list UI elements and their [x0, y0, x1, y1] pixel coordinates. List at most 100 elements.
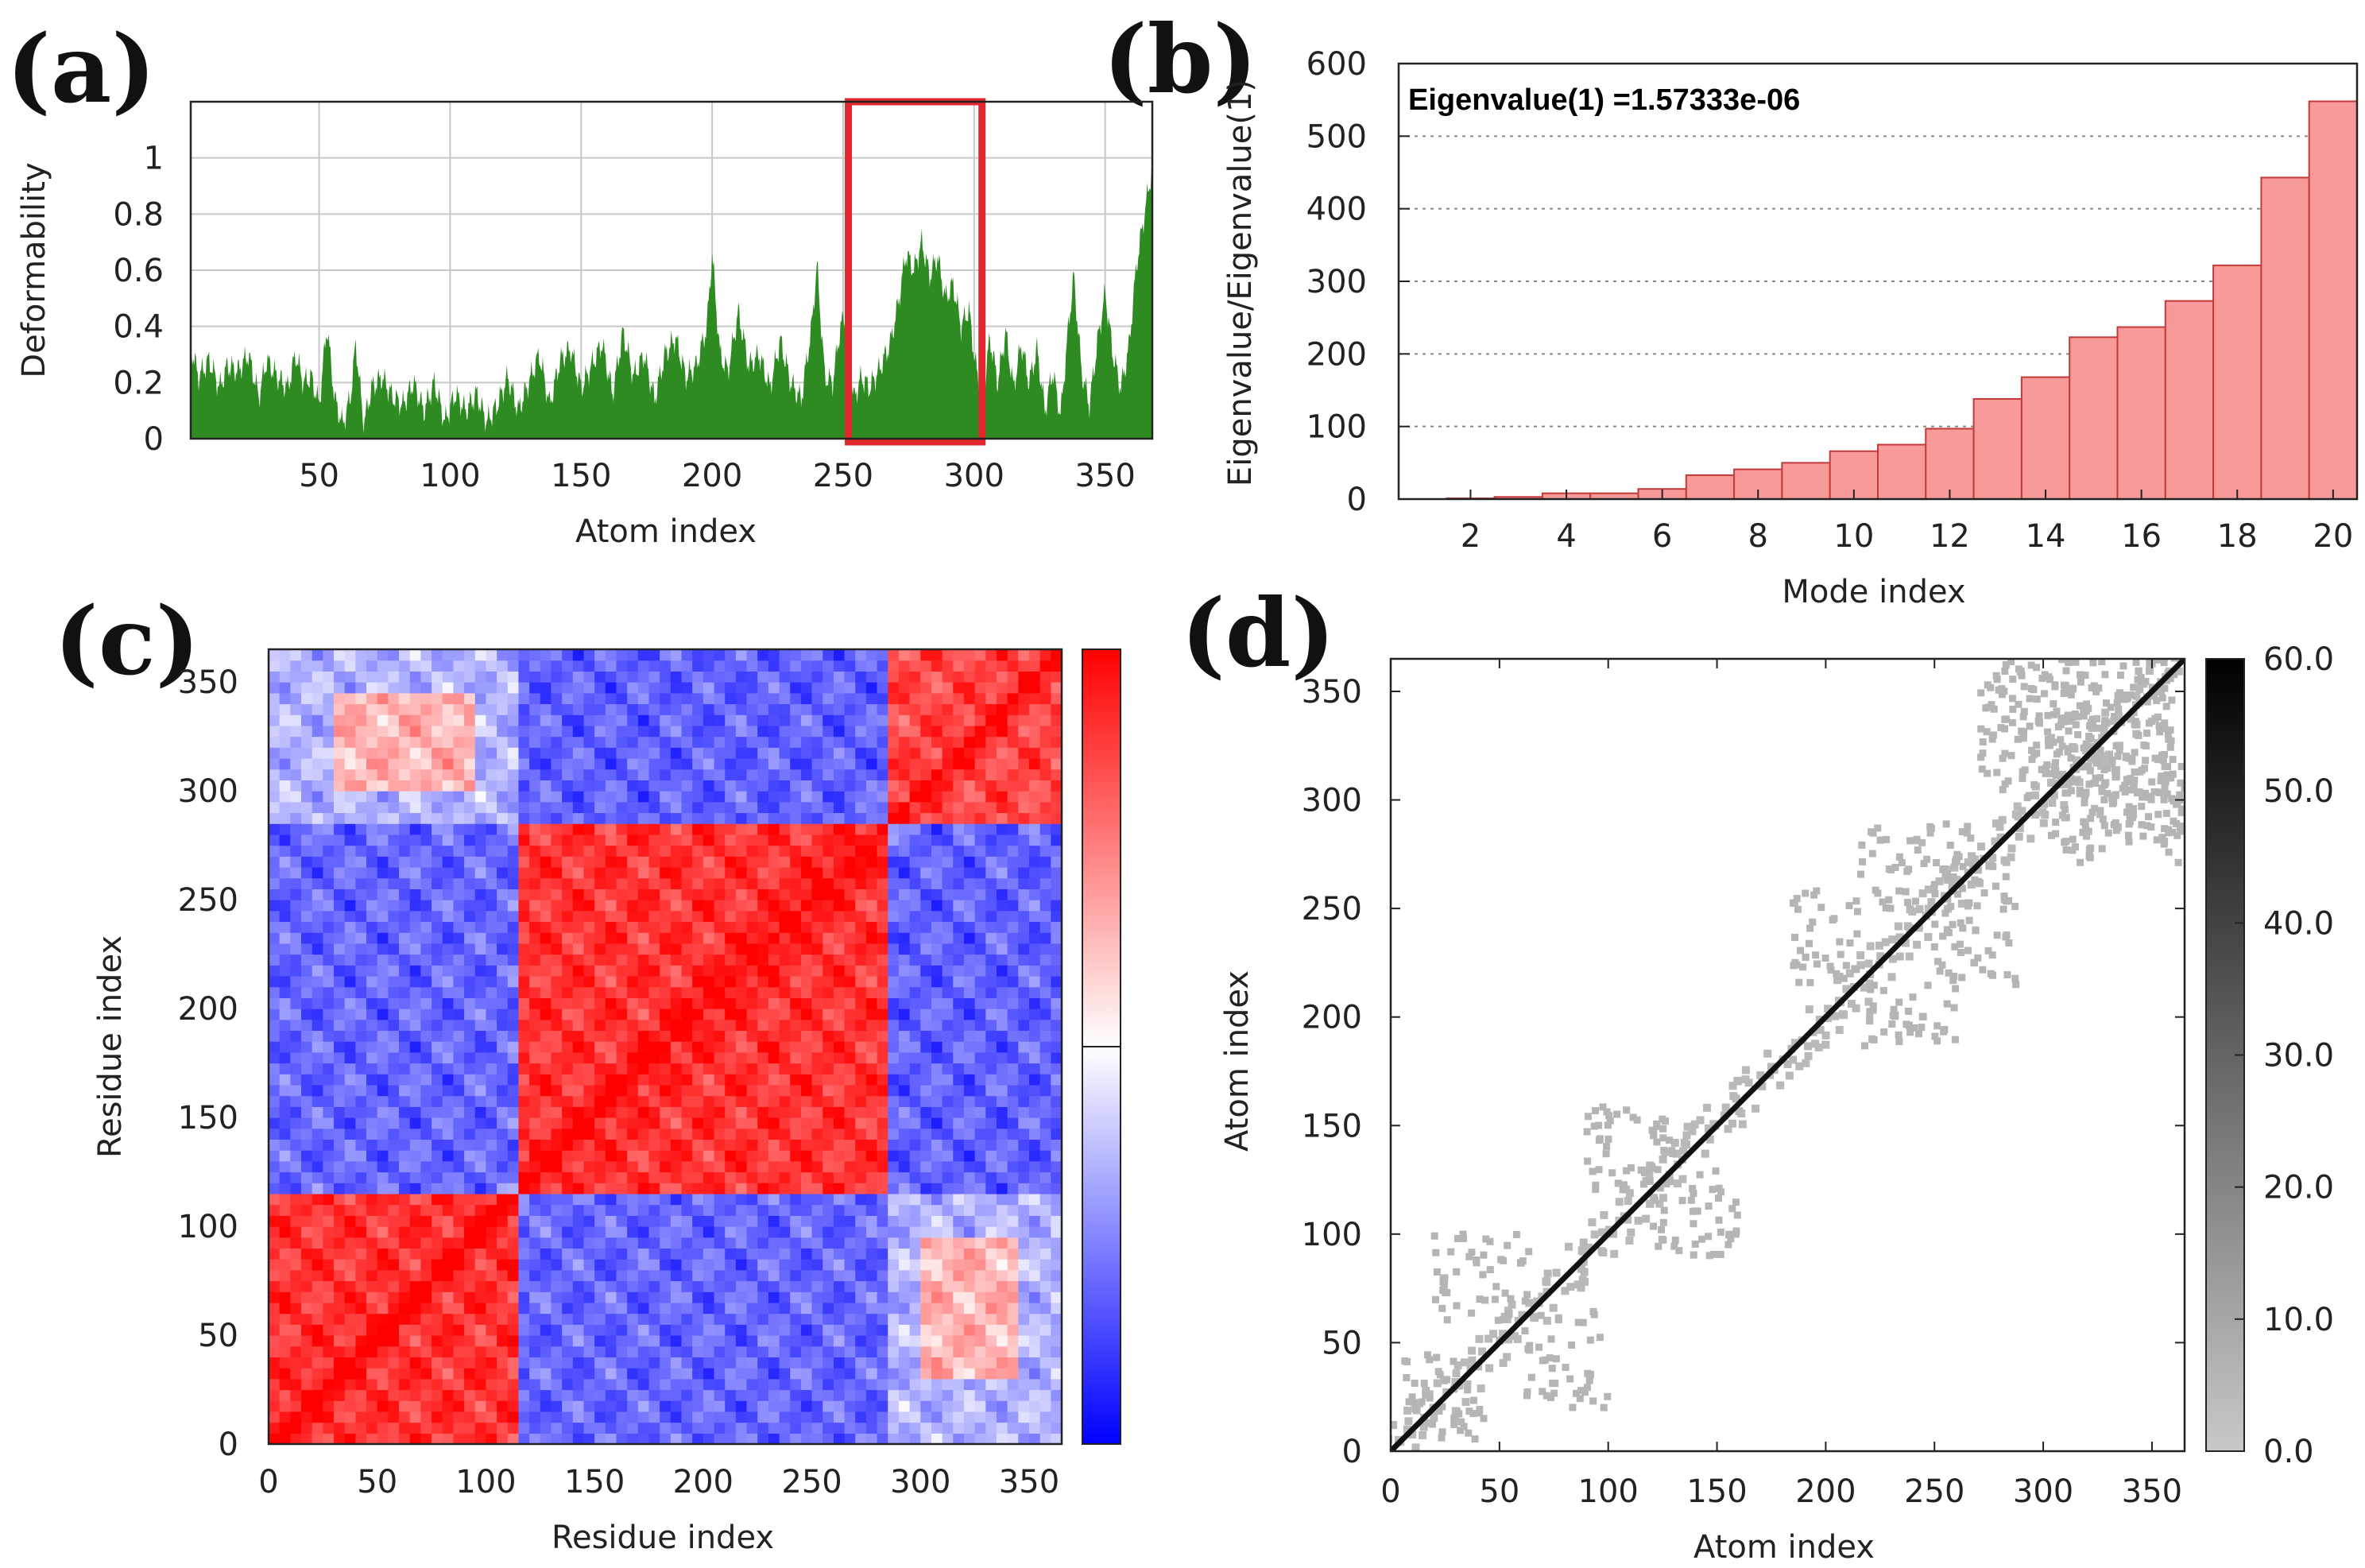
heatmap-cell: [888, 1063, 900, 1074]
heatmap-cell: [323, 1019, 335, 1032]
heatmap-cell: [355, 866, 367, 879]
heatmap-cell: [703, 823, 715, 835]
heatmap-cell: [800, 812, 813, 824]
heatmap-cell: [388, 671, 400, 683]
bars-b: [1446, 100, 2358, 501]
heatmap-cell: [334, 1433, 346, 1444]
heatmap-cell: [594, 780, 606, 792]
heatmap-cell: [768, 1280, 780, 1292]
heatmap-cell: [790, 997, 802, 1009]
heatmap-cell: [974, 965, 986, 977]
heatmap-cell: [898, 780, 911, 792]
heatmap-cell: [963, 834, 976, 846]
heatmap-cell: [953, 1389, 965, 1401]
heatmap-cell: [334, 975, 346, 988]
heatmap-cell: [453, 877, 465, 889]
heatmap-cell: [637, 736, 650, 748]
heatmap-cell: [409, 1378, 421, 1391]
heatmap-cell: [942, 921, 954, 933]
heatmap-cell: [432, 1106, 443, 1118]
heatmap-cell: [605, 975, 617, 988]
heatmap-cell: [844, 834, 856, 846]
heatmap-cell: [725, 1009, 737, 1020]
heatmap-cell: [377, 1204, 389, 1216]
heatmap-cell: [529, 1095, 541, 1107]
heatmap-cell: [442, 1291, 455, 1303]
heatmap-cell: [474, 1357, 487, 1369]
heatmap-cell: [909, 1019, 921, 1032]
heatmap-cell: [497, 725, 509, 738]
heatmap-cell: [779, 1248, 791, 1260]
heatmap-cell: [616, 757, 628, 770]
heatmap-cell: [486, 757, 497, 770]
heatmap-cell: [811, 660, 823, 672]
heatmap-cell: [301, 921, 313, 933]
heatmap-cell: [692, 1357, 704, 1369]
heatmap-cell: [746, 1248, 758, 1260]
heatmap-cell: [953, 986, 965, 998]
heatmap-cell: [714, 736, 726, 748]
heatmap-cell: [931, 856, 943, 868]
heatmap-cell: [844, 780, 856, 792]
heatmap-cell: [648, 1248, 660, 1260]
heatmap-cell: [800, 1030, 813, 1042]
heatmap-cell: [637, 780, 650, 792]
heatmap-cell: [486, 1433, 497, 1444]
heatmap-cell: [942, 1106, 954, 1118]
heatmap-cell: [953, 649, 965, 661]
heatmap-cell: [681, 714, 693, 726]
heatmap-cell: [366, 910, 378, 923]
heatmap-cell: [942, 986, 954, 998]
heatmap-cell: [681, 1237, 693, 1249]
heatmap-cell: [388, 986, 400, 998]
heatmap-cell: [420, 997, 432, 1009]
heatmap-cell: [985, 889, 997, 900]
heatmap-cell: [963, 1269, 976, 1282]
heatmap-cell: [464, 1074, 476, 1086]
heatmap-cell: [790, 1400, 802, 1412]
heatmap-cell: [735, 975, 748, 988]
heatmap-cell: [269, 823, 281, 835]
heatmap-cell: [540, 1400, 552, 1412]
heatmap-cell: [529, 1084, 541, 1097]
heatmap-cell: [855, 1389, 867, 1401]
heatmap-cell: [594, 660, 606, 672]
heatmap-cell: [790, 780, 802, 792]
heatmap-cell: [681, 1051, 693, 1064]
heatmap-cell: [844, 1357, 856, 1369]
heatmap-cell: [334, 834, 346, 846]
heatmap-cell: [290, 1117, 302, 1129]
heatmap-cell: [844, 954, 856, 966]
heatmap-cell: [855, 889, 867, 900]
heatmap-cell: [551, 1411, 563, 1423]
heatmap-cell: [985, 1259, 997, 1271]
heatmap-cell: [703, 725, 715, 738]
heatmap-cell: [811, 1291, 823, 1303]
heatmap-cell: [953, 1335, 965, 1347]
heatmap-cell: [931, 801, 943, 814]
heatmap-cell: [388, 1193, 400, 1206]
heatmap-cell: [486, 1345, 497, 1358]
heatmap-cell: [888, 1411, 900, 1423]
heatmap-cell: [953, 1422, 965, 1434]
heatmap-cell: [768, 1074, 780, 1086]
heatmap-cell: [865, 780, 878, 792]
heatmap-cell: [681, 1248, 693, 1260]
heatmap-cell: [442, 1335, 455, 1347]
heatmap-cell: [594, 986, 606, 998]
heatmap-cell: [355, 1095, 367, 1107]
heatmap-cell: [507, 1160, 520, 1173]
heatmap-cell: [464, 1378, 476, 1391]
heatmap-cell: [497, 703, 509, 715]
heatmap-cell: [583, 932, 595, 944]
heatmap-cell: [974, 1357, 986, 1369]
heatmap-cell: [453, 1313, 465, 1325]
heatmap-cell: [942, 1183, 954, 1194]
heatmap-cell: [594, 1183, 606, 1194]
heatmap-cell: [757, 943, 769, 955]
heatmap-cell: [507, 1237, 520, 1249]
heatmap-cell: [877, 1422, 888, 1434]
heatmap-cell: [453, 1150, 465, 1162]
heatmap-cell: [725, 1063, 737, 1074]
heatmap-cell: [312, 1204, 323, 1216]
